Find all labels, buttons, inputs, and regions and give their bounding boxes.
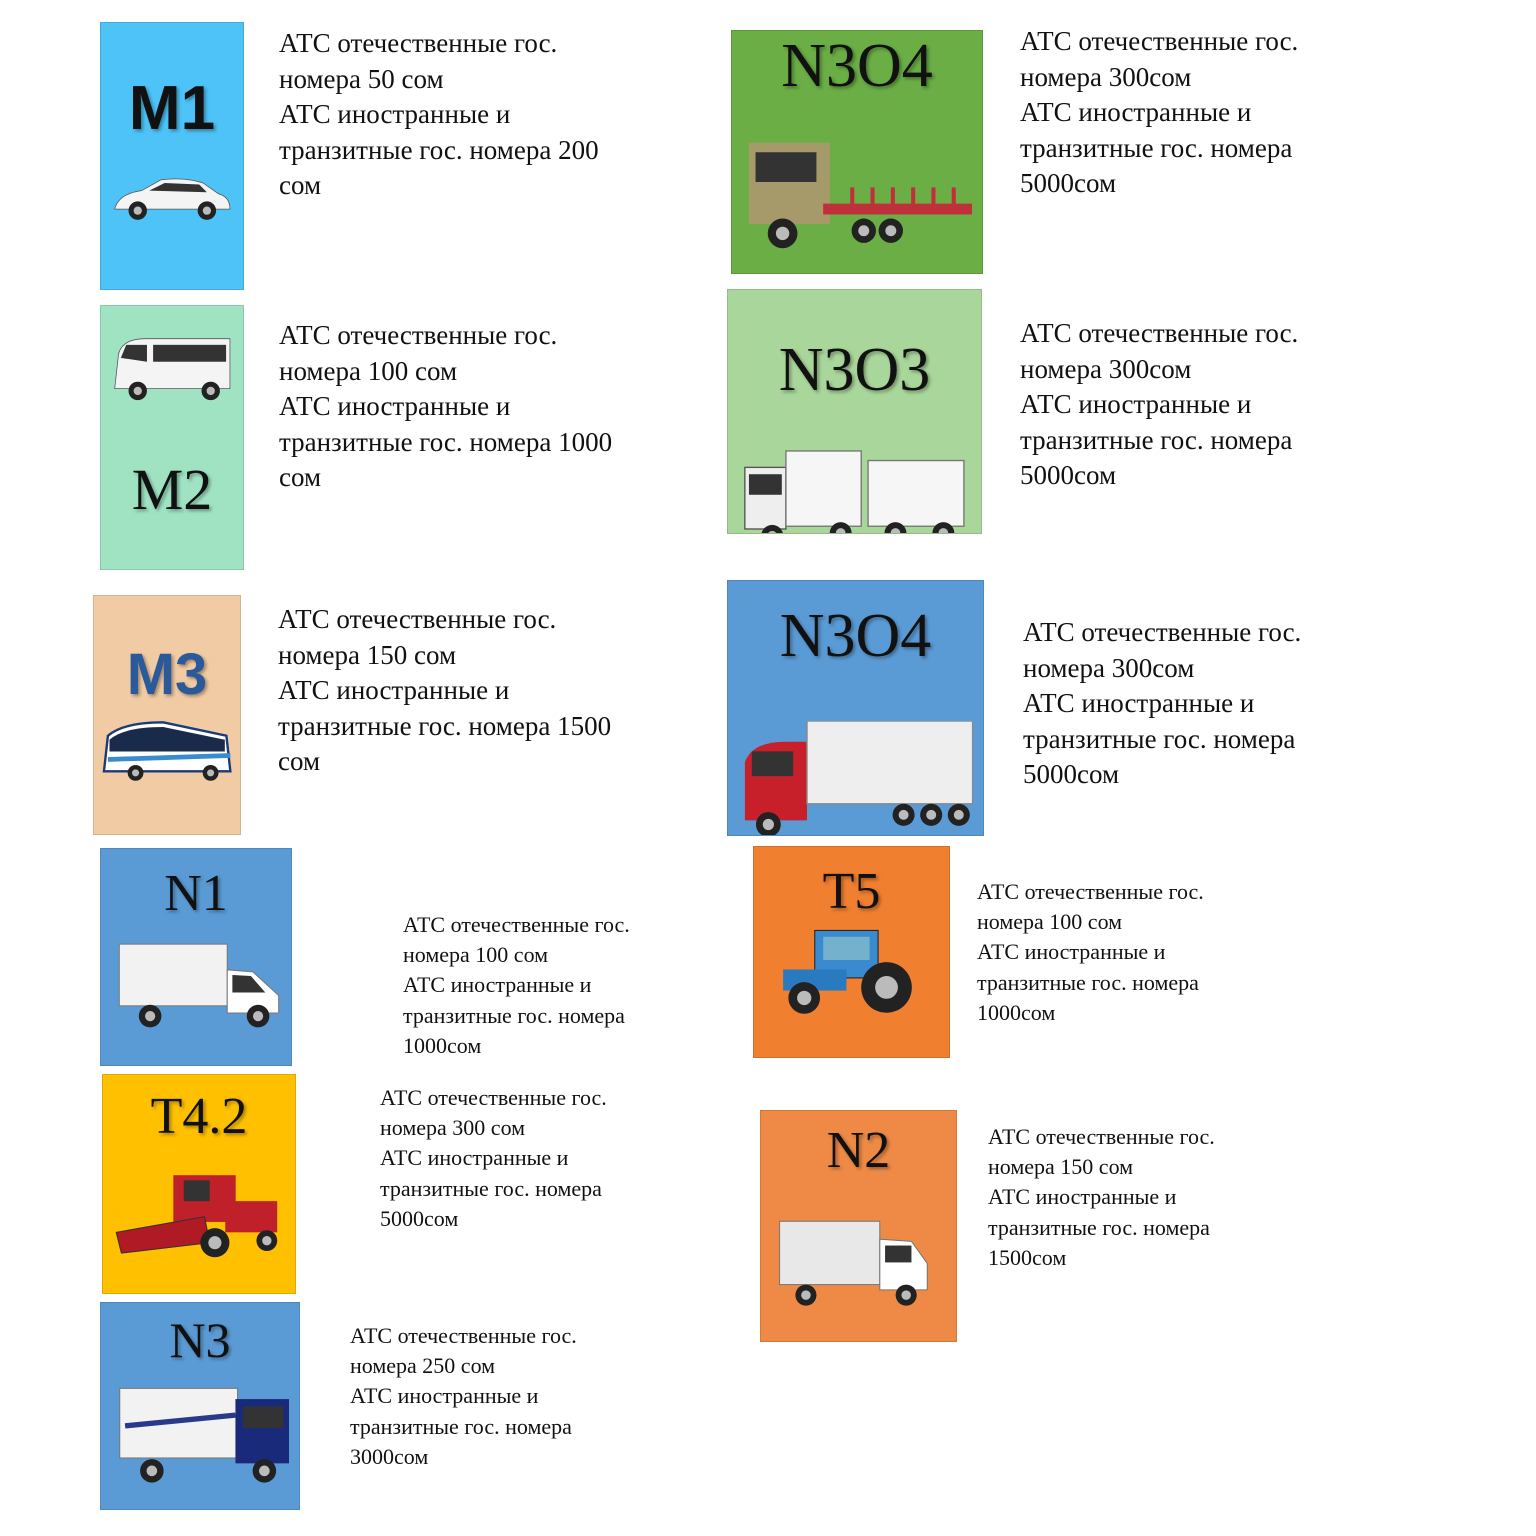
small-truck-icon	[769, 1216, 948, 1321]
fee-line: номера 100 сом	[279, 355, 458, 386]
category-card-n3o4: N3O4	[727, 580, 984, 836]
fee-line: номера 50 сом	[279, 63, 444, 94]
car-icon	[107, 163, 238, 241]
fee-line: АТС отечественные гос.	[403, 912, 630, 937]
fee-line: АТС отечественные гос.	[977, 879, 1204, 904]
fee-line: номера 300сом	[1020, 353, 1192, 384]
category-card-m1: M1	[100, 22, 244, 290]
fee-line: 5000сом	[1020, 460, 1117, 490]
category-code: M1	[128, 74, 216, 143]
fee-description: АТС отечественные гос. номера 150 сом АТС …	[278, 602, 611, 780]
fee-line: АТС иностранные и	[279, 99, 511, 129]
fee-line: транзитные гос. номера 200	[279, 134, 599, 165]
fee-line: транзитные гос. номера	[350, 1413, 572, 1439]
fee-description: АТС отечественные гос. номера 100 сом АТС …	[279, 318, 612, 496]
fee-line: 1500сом	[988, 1244, 1067, 1270]
category-code: N3O3	[778, 336, 931, 404]
flatbed-truck-icon	[742, 136, 972, 270]
category-code: M3	[126, 642, 208, 707]
fee-description: АТС отечественные гос. номера 300сом АТС и…	[1020, 316, 1298, 494]
category-card-n1: N1	[100, 848, 292, 1066]
fee-line: транзитные гос. номера 1500	[278, 710, 612, 741]
fee-line: АТС отечественные гос.	[1023, 617, 1302, 647]
fee-line: АТС отечественные гос.	[380, 1085, 607, 1110]
fee-line: транзитные гос. номера	[1020, 424, 1293, 455]
fee-line: номера 250 сом	[350, 1353, 496, 1379]
fee-line: номера 150 сом	[278, 639, 457, 670]
fee-description: АТС отечественные гос. номера 300сом АТС и…	[1023, 615, 1301, 793]
fee-description: АТС отечественные гос. номера 100 сом АТС …	[977, 877, 1204, 1028]
fee-line: номера 300сом	[1023, 652, 1195, 683]
fee-line: номера 100 сом	[977, 909, 1123, 935]
fee-description: АТС отечественные гос. номера 50 сом АТС и…	[279, 26, 599, 204]
category-code: N3	[169, 1312, 231, 1368]
combine-harvester-icon	[111, 1170, 288, 1274]
fee-line: АТС иностранные и	[278, 675, 510, 705]
fee-line: транзитные гос. номера	[977, 969, 1199, 995]
fee-line: сом	[278, 746, 321, 776]
fee-line: АТС иностранные и	[403, 972, 592, 998]
fee-line: 5000сом	[380, 1205, 459, 1231]
category-card-t5: T5	[753, 846, 950, 1058]
fee-line: 1000сом	[403, 1032, 482, 1058]
tractor-icon	[762, 922, 941, 1027]
fee-description: АТС отечественные гос. номера 150 сом АТС …	[988, 1122, 1215, 1273]
fee-line: транзитные гос. номера	[380, 1175, 602, 1201]
category-card-n3o3: N3O3	[727, 289, 982, 534]
fee-line: транзитные гос. номера	[1020, 132, 1293, 163]
fee-line: АТС отечественные гос.	[988, 1124, 1215, 1149]
fee-line: сом	[279, 462, 322, 492]
fee-line: 3000сом	[350, 1443, 429, 1469]
category-card-n3: N3	[100, 1302, 300, 1510]
van-icon	[109, 939, 284, 1042]
fee-line: АТС отечественные гос.	[1020, 318, 1299, 348]
category-code: N1	[164, 865, 228, 922]
fee-line: АТС отечественные гос.	[279, 28, 558, 58]
fee-line: сом	[279, 170, 322, 200]
truck-trailer-icon	[738, 440, 971, 533]
fee-line: АТС иностранные и	[350, 1383, 539, 1409]
fee-line: транзитные гос. номера 1000	[279, 426, 613, 457]
fee-line: АТС отечественные гос.	[350, 1323, 577, 1348]
category-code: T5	[822, 863, 881, 920]
category-card-n2: N2	[760, 1110, 957, 1342]
fee-description: АТС отечественные гос. номера 300 сом АТС …	[380, 1083, 607, 1234]
fee-line: АТС иностранные и	[988, 1184, 1177, 1210]
category-code: N2	[826, 1122, 891, 1179]
fee-description: АТС отечественные гос. номера 250 сом АТС …	[350, 1321, 577, 1472]
fee-line: номера 100 сом	[403, 942, 549, 968]
fee-line: АТС отечественные гос.	[279, 320, 558, 350]
fee-line: транзитные гос. номера	[988, 1214, 1210, 1240]
category-card-m3: M3	[93, 595, 241, 835]
category-card-n3o4: N3O4	[731, 30, 983, 274]
fee-description: АТС отечественные гос. номера 100 сом АТС …	[403, 910, 630, 1061]
fee-line: номера 300сом	[1020, 61, 1192, 92]
fee-line: 5000сом	[1020, 168, 1117, 198]
minibus-icon	[107, 331, 238, 409]
fee-description: АТС отечественные гос. номера 300сом АТС и…	[1020, 24, 1298, 202]
fee-line: АТС иностранные и	[977, 939, 1166, 965]
fee-line: АТС отечественные гос.	[278, 604, 557, 634]
fee-line: АТС иностранные и	[380, 1145, 569, 1171]
fee-line: 1000сом	[977, 999, 1056, 1025]
fee-line: АТС отечественные гос.	[1020, 26, 1299, 56]
fee-line: 5000сом	[1023, 759, 1120, 789]
fee-line: номера 150 сом	[988, 1154, 1134, 1180]
fee-line: АТС иностранные и	[1023, 688, 1255, 718]
category-card-m2: M2	[100, 305, 244, 570]
fee-line: транзитные гос. номера	[1023, 723, 1296, 754]
fee-line: АТС иностранные и	[1020, 97, 1252, 127]
category-code: M2	[131, 457, 213, 522]
semi-trailer-truck-icon	[738, 720, 974, 835]
category-card-t4-2: T4.2	[102, 1074, 296, 1294]
fee-line: АТС иностранные и	[1020, 389, 1252, 419]
bus-icon	[100, 716, 234, 796]
category-code: N3O4	[779, 602, 932, 670]
category-code: T4.2	[150, 1088, 248, 1145]
fee-line: номера 300 сом	[380, 1115, 526, 1141]
fee-line: АТС иностранные и	[279, 391, 511, 421]
category-code: N3O4	[781, 32, 933, 100]
fee-line: транзитные гос. номера	[403, 1002, 625, 1028]
truck-icon	[109, 1383, 291, 1490]
